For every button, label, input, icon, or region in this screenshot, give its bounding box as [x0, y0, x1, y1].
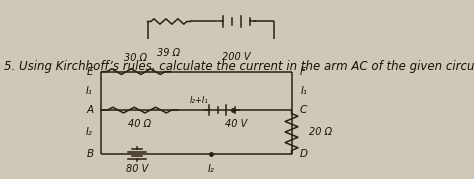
Text: A: A	[86, 105, 93, 115]
Text: 40 V: 40 V	[225, 119, 247, 129]
Text: E: E	[87, 67, 93, 77]
Text: 200 V: 200 V	[222, 52, 251, 62]
Text: D: D	[300, 149, 307, 159]
Text: 5. Using Kirchhoff’s rules, calculate the current in the arm AC of the given cir: 5. Using Kirchhoff’s rules, calculate th…	[4, 60, 474, 73]
Text: F: F	[300, 67, 305, 77]
Text: I₂: I₂	[207, 164, 214, 174]
Text: 30 Ω: 30 Ω	[125, 53, 147, 63]
Text: I₁: I₁	[301, 86, 307, 96]
Text: 40 Ω: 40 Ω	[128, 119, 151, 129]
Text: 80 V: 80 V	[126, 164, 148, 174]
Text: I₂+I₁: I₂+I₁	[190, 96, 209, 105]
Text: C: C	[300, 105, 307, 115]
Text: 20 Ω: 20 Ω	[309, 127, 332, 137]
Text: B: B	[86, 149, 93, 159]
Text: I₁: I₁	[86, 86, 92, 96]
Text: 39 Ω: 39 Ω	[157, 48, 181, 58]
Text: I₂: I₂	[86, 127, 92, 137]
